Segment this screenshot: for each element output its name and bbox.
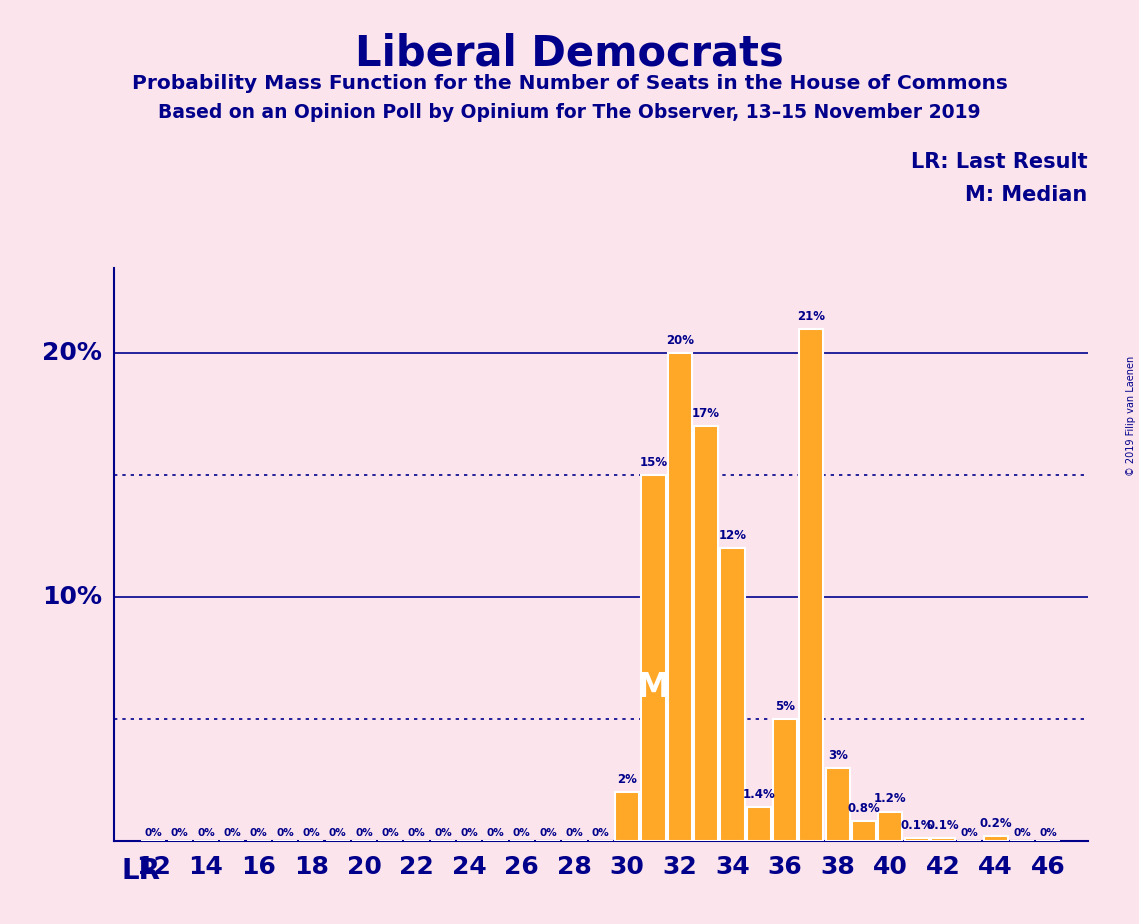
Text: Liberal Democrats: Liberal Democrats <box>355 32 784 74</box>
Text: 0%: 0% <box>592 828 609 838</box>
Text: 17%: 17% <box>693 407 720 420</box>
Text: 1.4%: 1.4% <box>743 787 776 800</box>
Bar <box>694 426 719 841</box>
Bar <box>852 821 876 841</box>
Text: 10%: 10% <box>42 585 103 609</box>
Text: 12%: 12% <box>719 529 746 542</box>
Text: 1.2%: 1.2% <box>874 793 907 806</box>
Text: 0%: 0% <box>1040 828 1057 838</box>
Text: M: Median: M: Median <box>966 185 1088 205</box>
Text: M: M <box>637 671 670 704</box>
Text: 0.2%: 0.2% <box>980 817 1011 830</box>
Text: 0%: 0% <box>408 828 426 838</box>
Text: 2%: 2% <box>617 773 637 786</box>
Text: Probability Mass Function for the Number of Seats in the House of Commons: Probability Mass Function for the Number… <box>132 74 1007 93</box>
Bar <box>747 807 771 841</box>
Text: LR: Last Result: LR: Last Result <box>911 152 1088 173</box>
Bar <box>800 329 823 841</box>
Text: 0%: 0% <box>145 828 162 838</box>
Bar <box>720 548 745 841</box>
Text: 0%: 0% <box>513 828 531 838</box>
Text: 0.1%: 0.1% <box>900 820 933 833</box>
Bar <box>931 838 956 841</box>
Text: 0%: 0% <box>1013 828 1031 838</box>
Text: 5%: 5% <box>775 699 795 712</box>
Text: 0%: 0% <box>276 828 294 838</box>
Text: 0%: 0% <box>355 828 372 838</box>
Text: 20%: 20% <box>42 341 103 365</box>
Text: 0%: 0% <box>329 828 346 838</box>
Text: 3%: 3% <box>828 748 847 761</box>
Text: 0.1%: 0.1% <box>927 820 959 833</box>
Text: 0%: 0% <box>539 828 557 838</box>
Bar <box>641 475 665 841</box>
Text: 0%: 0% <box>434 828 452 838</box>
Text: 0%: 0% <box>382 828 399 838</box>
Text: 0%: 0% <box>171 828 189 838</box>
Text: 0%: 0% <box>223 828 241 838</box>
Text: 0%: 0% <box>460 828 478 838</box>
Bar <box>773 719 797 841</box>
Text: 0%: 0% <box>960 828 978 838</box>
Text: LR: LR <box>122 857 161 884</box>
Bar <box>667 353 691 841</box>
Bar <box>983 836 1008 841</box>
Text: 15%: 15% <box>639 456 667 469</box>
Text: 0%: 0% <box>197 828 215 838</box>
Text: 20%: 20% <box>666 334 694 347</box>
Text: 0%: 0% <box>566 828 583 838</box>
Text: 21%: 21% <box>797 310 826 322</box>
Bar <box>615 792 639 841</box>
Text: 0.8%: 0.8% <box>847 802 880 815</box>
Bar <box>826 768 850 841</box>
Text: © 2019 Filip van Laenen: © 2019 Filip van Laenen <box>1125 356 1136 476</box>
Text: 0%: 0% <box>249 828 268 838</box>
Text: Based on an Opinion Poll by Opinium for The Observer, 13–15 November 2019: Based on an Opinion Poll by Opinium for … <box>158 103 981 123</box>
Bar <box>904 838 928 841</box>
Text: 0%: 0% <box>303 828 320 838</box>
Bar <box>878 811 902 841</box>
Text: 0%: 0% <box>486 828 505 838</box>
